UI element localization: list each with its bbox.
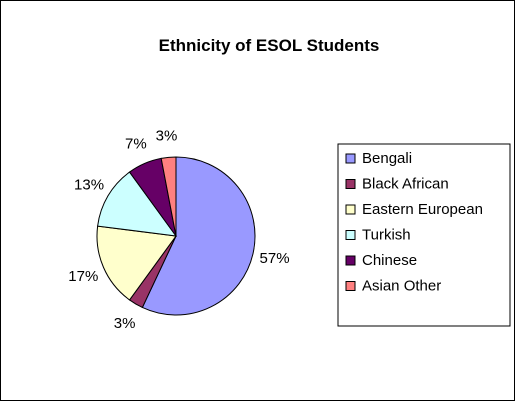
legend-swatch-chinese xyxy=(345,255,356,266)
data-label-chinese: 7% xyxy=(125,135,147,152)
pie-slice-asian-other xyxy=(160,156,177,237)
pie-slice-bengali xyxy=(141,156,256,316)
legend-label-asian-other: Asian Other xyxy=(362,278,441,295)
legend-box xyxy=(337,143,511,327)
pie-slice-turkish xyxy=(97,171,178,237)
legend: Bengali Black African Eastern European Turk… xyxy=(337,143,511,327)
pie-slices xyxy=(96,156,256,316)
data-label-turkish: 13% xyxy=(74,177,104,194)
pie-slice-eastern-european xyxy=(96,225,177,301)
legend-swatch-eastern-european xyxy=(345,204,356,215)
legend-swatch-asian-other xyxy=(345,281,356,291)
data-label-bengali: 57% xyxy=(260,250,290,267)
legend-label-turkish: Turkish xyxy=(362,227,411,244)
legend-swatch-black-african xyxy=(345,179,356,189)
legend-label-black-african: Black African xyxy=(362,176,449,193)
data-label-black-african: 3% xyxy=(114,315,136,332)
chart-title: Ethnicity of ESOL Students xyxy=(159,36,380,55)
legend-swatch-turkish xyxy=(345,230,356,240)
legend-swatch-bengali xyxy=(345,153,356,164)
legend-label-eastern-european: Eastern European xyxy=(362,201,483,218)
data-labels: 57% 3% 17% 13% 7% 3% xyxy=(68,127,289,331)
data-label-eastern-european: 17% xyxy=(68,268,98,285)
legend-label-bengali: Bengali xyxy=(362,150,412,167)
data-label-asian-other: 3% xyxy=(156,127,178,144)
legend-label-chinese: Chinese xyxy=(362,252,417,269)
